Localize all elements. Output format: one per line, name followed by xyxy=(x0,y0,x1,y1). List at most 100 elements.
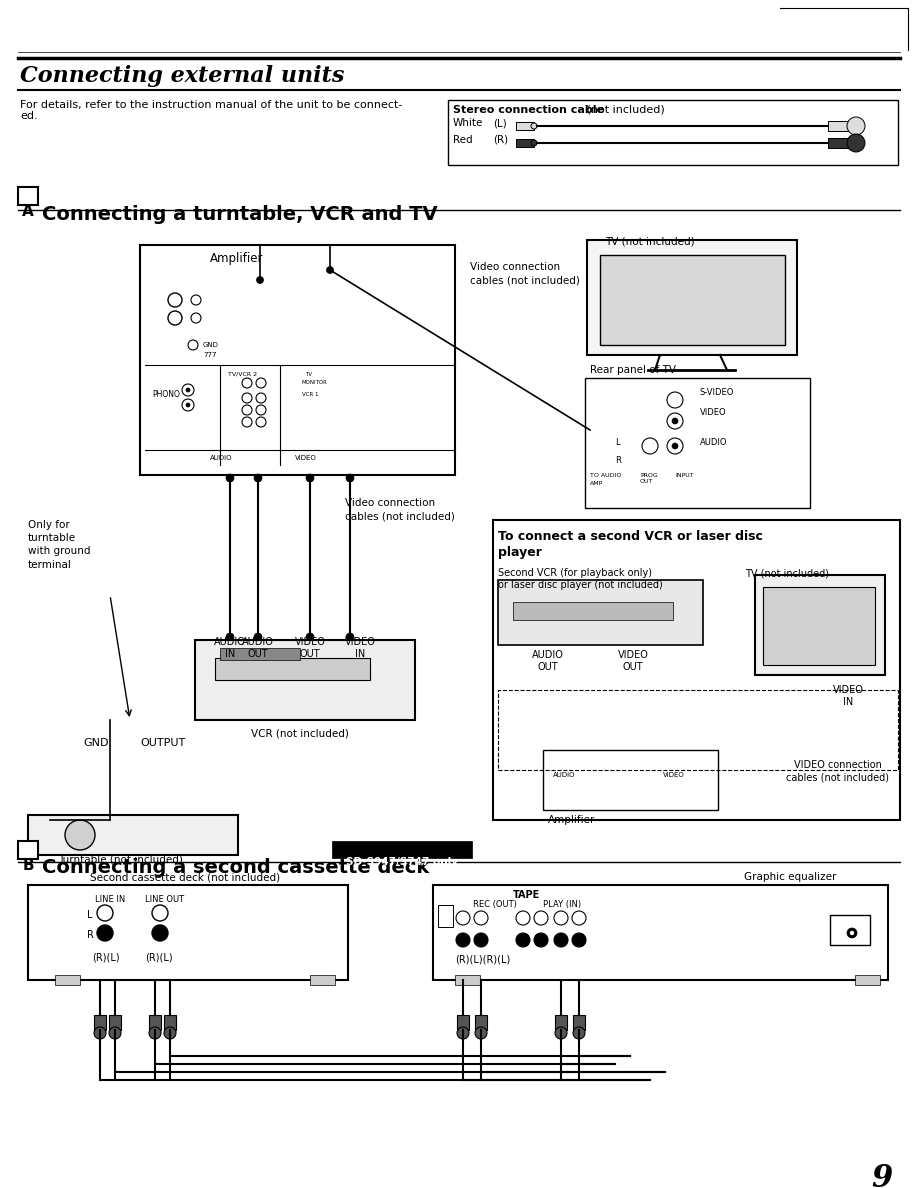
Text: AUDIO
OUT: AUDIO OUT xyxy=(242,637,274,658)
Bar xyxy=(55,975,80,985)
Text: OUTPUT: OUTPUT xyxy=(140,738,185,748)
Text: (R)(L)(R)(L): (R)(L)(R)(L) xyxy=(455,955,510,965)
Circle shape xyxy=(94,1026,106,1040)
Circle shape xyxy=(847,928,857,939)
Text: R: R xyxy=(87,930,94,940)
Bar xyxy=(830,915,870,944)
Text: INPUT: INPUT xyxy=(675,473,694,478)
Text: TV/VCR 2: TV/VCR 2 xyxy=(228,372,257,377)
Bar xyxy=(438,905,453,927)
Circle shape xyxy=(474,911,488,925)
Circle shape xyxy=(572,911,586,925)
Bar xyxy=(763,587,875,665)
Text: MONITOR: MONITOR xyxy=(302,380,328,385)
Bar xyxy=(149,1015,161,1030)
Bar xyxy=(28,815,238,855)
Text: Connecting a second cassette deck: Connecting a second cassette deck xyxy=(42,858,430,877)
Circle shape xyxy=(573,1026,585,1040)
Circle shape xyxy=(97,925,113,941)
Text: PHONO: PHONO xyxy=(152,390,180,399)
Bar xyxy=(433,885,888,980)
Circle shape xyxy=(226,633,234,642)
Bar xyxy=(587,240,797,355)
Text: Video connection
cables (not included): Video connection cables (not included) xyxy=(470,263,580,285)
Text: Video connection
cables (not included): Video connection cables (not included) xyxy=(345,498,455,522)
Text: VIDEO
IN: VIDEO IN xyxy=(833,685,864,707)
Circle shape xyxy=(672,418,678,424)
Bar xyxy=(18,841,38,859)
Text: Stereo connection cable: Stereo connection cable xyxy=(453,105,604,115)
Bar xyxy=(457,1015,469,1030)
Text: AUDIO
IN: AUDIO IN xyxy=(214,637,246,658)
Text: VIDEO: VIDEO xyxy=(663,772,685,778)
Text: Graphic equalizer: Graphic equalizer xyxy=(744,872,836,881)
Text: PROG
OUT: PROG OUT xyxy=(640,473,658,485)
Bar xyxy=(516,139,534,147)
Text: Second cassette deck (not included): Second cassette deck (not included) xyxy=(90,872,280,881)
Bar xyxy=(498,580,703,645)
Circle shape xyxy=(186,403,190,407)
Bar xyxy=(855,975,880,985)
Circle shape xyxy=(534,911,548,925)
Circle shape xyxy=(191,295,201,305)
Circle shape xyxy=(474,933,488,947)
Bar xyxy=(600,255,785,345)
Circle shape xyxy=(168,293,182,307)
Circle shape xyxy=(168,311,182,326)
Circle shape xyxy=(346,474,354,482)
Circle shape xyxy=(306,633,314,642)
Bar xyxy=(828,138,850,148)
Bar xyxy=(513,602,673,620)
Text: Second VCR (for playback only)
or laser disc player (not included): Second VCR (for playback only) or laser … xyxy=(498,568,663,590)
Bar xyxy=(585,378,810,508)
Text: TO AUDIO: TO AUDIO xyxy=(590,473,621,478)
Circle shape xyxy=(516,911,530,925)
Text: TV: TV xyxy=(305,372,312,377)
Bar xyxy=(215,658,370,680)
Bar xyxy=(140,245,455,475)
Circle shape xyxy=(642,438,658,454)
Circle shape xyxy=(242,405,252,415)
Circle shape xyxy=(226,474,234,482)
Circle shape xyxy=(254,474,262,482)
Circle shape xyxy=(554,911,568,925)
Bar xyxy=(164,1015,176,1030)
Circle shape xyxy=(256,378,266,388)
Circle shape xyxy=(346,633,354,642)
Text: To connect a second VCR or laser disc
player: To connect a second VCR or laser disc pl… xyxy=(498,530,763,560)
Circle shape xyxy=(65,820,95,849)
Text: LINE OUT: LINE OUT xyxy=(145,895,185,904)
Bar xyxy=(573,1015,585,1030)
Text: VIDEO
OUT: VIDEO OUT xyxy=(618,650,648,671)
Text: 777: 777 xyxy=(203,352,217,358)
Text: VCR 1: VCR 1 xyxy=(302,392,319,397)
Circle shape xyxy=(327,266,333,273)
Text: LINE IN: LINE IN xyxy=(95,895,125,904)
Text: TV (not included): TV (not included) xyxy=(605,236,695,247)
Circle shape xyxy=(534,933,548,947)
Circle shape xyxy=(242,393,252,403)
Text: (R)(L): (R)(L) xyxy=(92,953,119,963)
Circle shape xyxy=(164,1026,176,1040)
Circle shape xyxy=(531,140,537,146)
Text: GND: GND xyxy=(83,738,108,748)
Bar xyxy=(448,100,898,165)
Bar xyxy=(220,647,300,661)
Text: Amplifier: Amplifier xyxy=(210,252,263,265)
Circle shape xyxy=(850,931,854,935)
Text: For details, refer to the instruction manual of the unit to be connect-: For details, refer to the instruction ma… xyxy=(20,100,402,110)
Circle shape xyxy=(149,1026,161,1040)
Circle shape xyxy=(256,277,263,284)
Text: Only for
turntable
with ground
terminal: Only for turntable with ground terminal xyxy=(28,520,91,569)
Circle shape xyxy=(256,393,266,403)
Circle shape xyxy=(555,1026,567,1040)
Circle shape xyxy=(97,905,113,921)
Text: SD-S947/S747 only: SD-S947/S747 only xyxy=(346,857,458,867)
Bar xyxy=(109,1015,121,1030)
Bar xyxy=(28,885,348,980)
Bar xyxy=(475,1015,487,1030)
Text: PLAY (IN): PLAY (IN) xyxy=(543,901,581,909)
Circle shape xyxy=(242,378,252,388)
Text: VIDEO: VIDEO xyxy=(700,407,727,417)
Circle shape xyxy=(256,417,266,426)
